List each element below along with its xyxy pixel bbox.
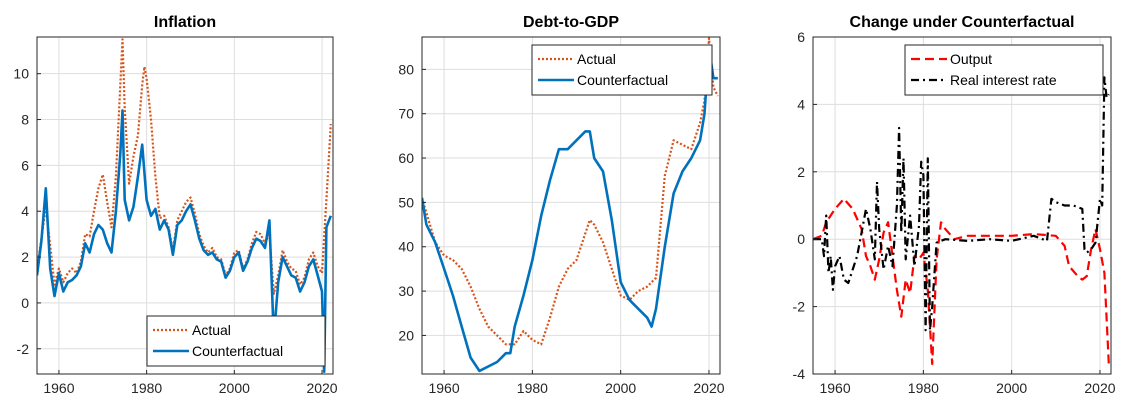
x-tick-label: 2000: [996, 380, 1027, 396]
y-tick-label: 2: [21, 249, 29, 265]
legend-label: Actual: [577, 51, 616, 67]
x-tick-label: 2020: [306, 380, 337, 396]
y-tick-label: 8: [21, 112, 29, 128]
y-tick-label: 0: [21, 295, 29, 311]
x-tick-label: 2000: [219, 380, 250, 396]
change-under-counterfactual-panel: 1960 1980 2000 2020 -4 -2 0 2 4 6 Change under Co…: [793, 14, 1116, 396]
series-line-counterfactual: [37, 109, 333, 374]
legend-box: [146, 315, 326, 367]
inflation-axes-box: [36, 36, 334, 375]
series-line-actual: [37, 38, 332, 295]
y-tick-label: -4: [793, 366, 806, 382]
x-tick-label: 1960: [428, 380, 459, 396]
y-tick-label: 80: [398, 61, 414, 77]
y-tick-label: -2: [17, 341, 30, 357]
change-axes-box: [812, 36, 1112, 375]
legend-label: Counterfactual: [577, 72, 668, 88]
y-tick-label: 0: [797, 231, 805, 247]
y-tick-label: -2: [793, 299, 806, 315]
legend-label: Real interest rate: [950, 72, 1057, 88]
change-title: Change under Counterfactual: [850, 14, 1075, 31]
x-tick-label: 1980: [131, 380, 162, 396]
x-tick-label: 2020: [1084, 380, 1115, 396]
inflation-title: Inflation: [154, 14, 216, 31]
inflation-tick-labels: 1960 1980 2000 2020 -2 0 2 4 6 8 10: [13, 66, 337, 396]
inflation-panel: 1960 1980 2000 2020 -2 0 2 4 6 8 10 Inflation Actu…: [13, 14, 337, 396]
debt-to-gdp-legend: Actual Counterfactual: [531, 44, 713, 96]
y-tick-label: 40: [398, 239, 414, 255]
y-tick-label: 4: [797, 96, 805, 112]
inflation-legend: Actual Counterfactual: [146, 315, 326, 367]
legend-box: [531, 44, 713, 96]
debt-to-gdp-axes-box: [421, 36, 721, 375]
y-tick-label: 20: [398, 327, 414, 343]
y-tick-label: 6: [797, 29, 805, 45]
y-tick-label: 10: [13, 66, 29, 82]
series-line-output: [813, 197, 1110, 365]
y-tick-label: 30: [398, 283, 414, 299]
y-tick-label: 2: [797, 164, 805, 180]
series-line-real-interest-rate: [813, 76, 1110, 332]
y-tick-label: 50: [398, 194, 414, 210]
legend-label: Actual: [192, 322, 231, 338]
x-tick-label: 2000: [605, 380, 636, 396]
y-tick-label: 60: [398, 150, 414, 166]
x-tick-label: 1980: [517, 380, 548, 396]
legend-label: Counterfactual: [192, 343, 283, 359]
change-series: [813, 76, 1110, 365]
legend-box: [904, 44, 1104, 96]
debt-to-gdp-title: Debt-to-GDP: [523, 14, 619, 31]
change-tick-labels: 1960 1980 2000 2020 -4 -2 0 2 4 6: [793, 29, 1116, 396]
y-tick-label: 4: [21, 203, 29, 219]
series-line-counterfactual: [422, 45, 718, 373]
x-tick-label: 1980: [908, 380, 939, 396]
x-tick-label: 1960: [43, 380, 74, 396]
inflation-series: [37, 38, 333, 374]
debt-to-gdp-series: [422, 37, 719, 373]
legend-label: Output: [950, 51, 992, 67]
y-tick-label: 70: [398, 106, 414, 122]
y-tick-label: 6: [21, 157, 29, 173]
change-legend: Output Real interest rate: [904, 44, 1104, 96]
x-tick-label: 2020: [693, 380, 724, 396]
series-line-actual: [422, 37, 719, 346]
x-tick-label: 1960: [819, 380, 850, 396]
